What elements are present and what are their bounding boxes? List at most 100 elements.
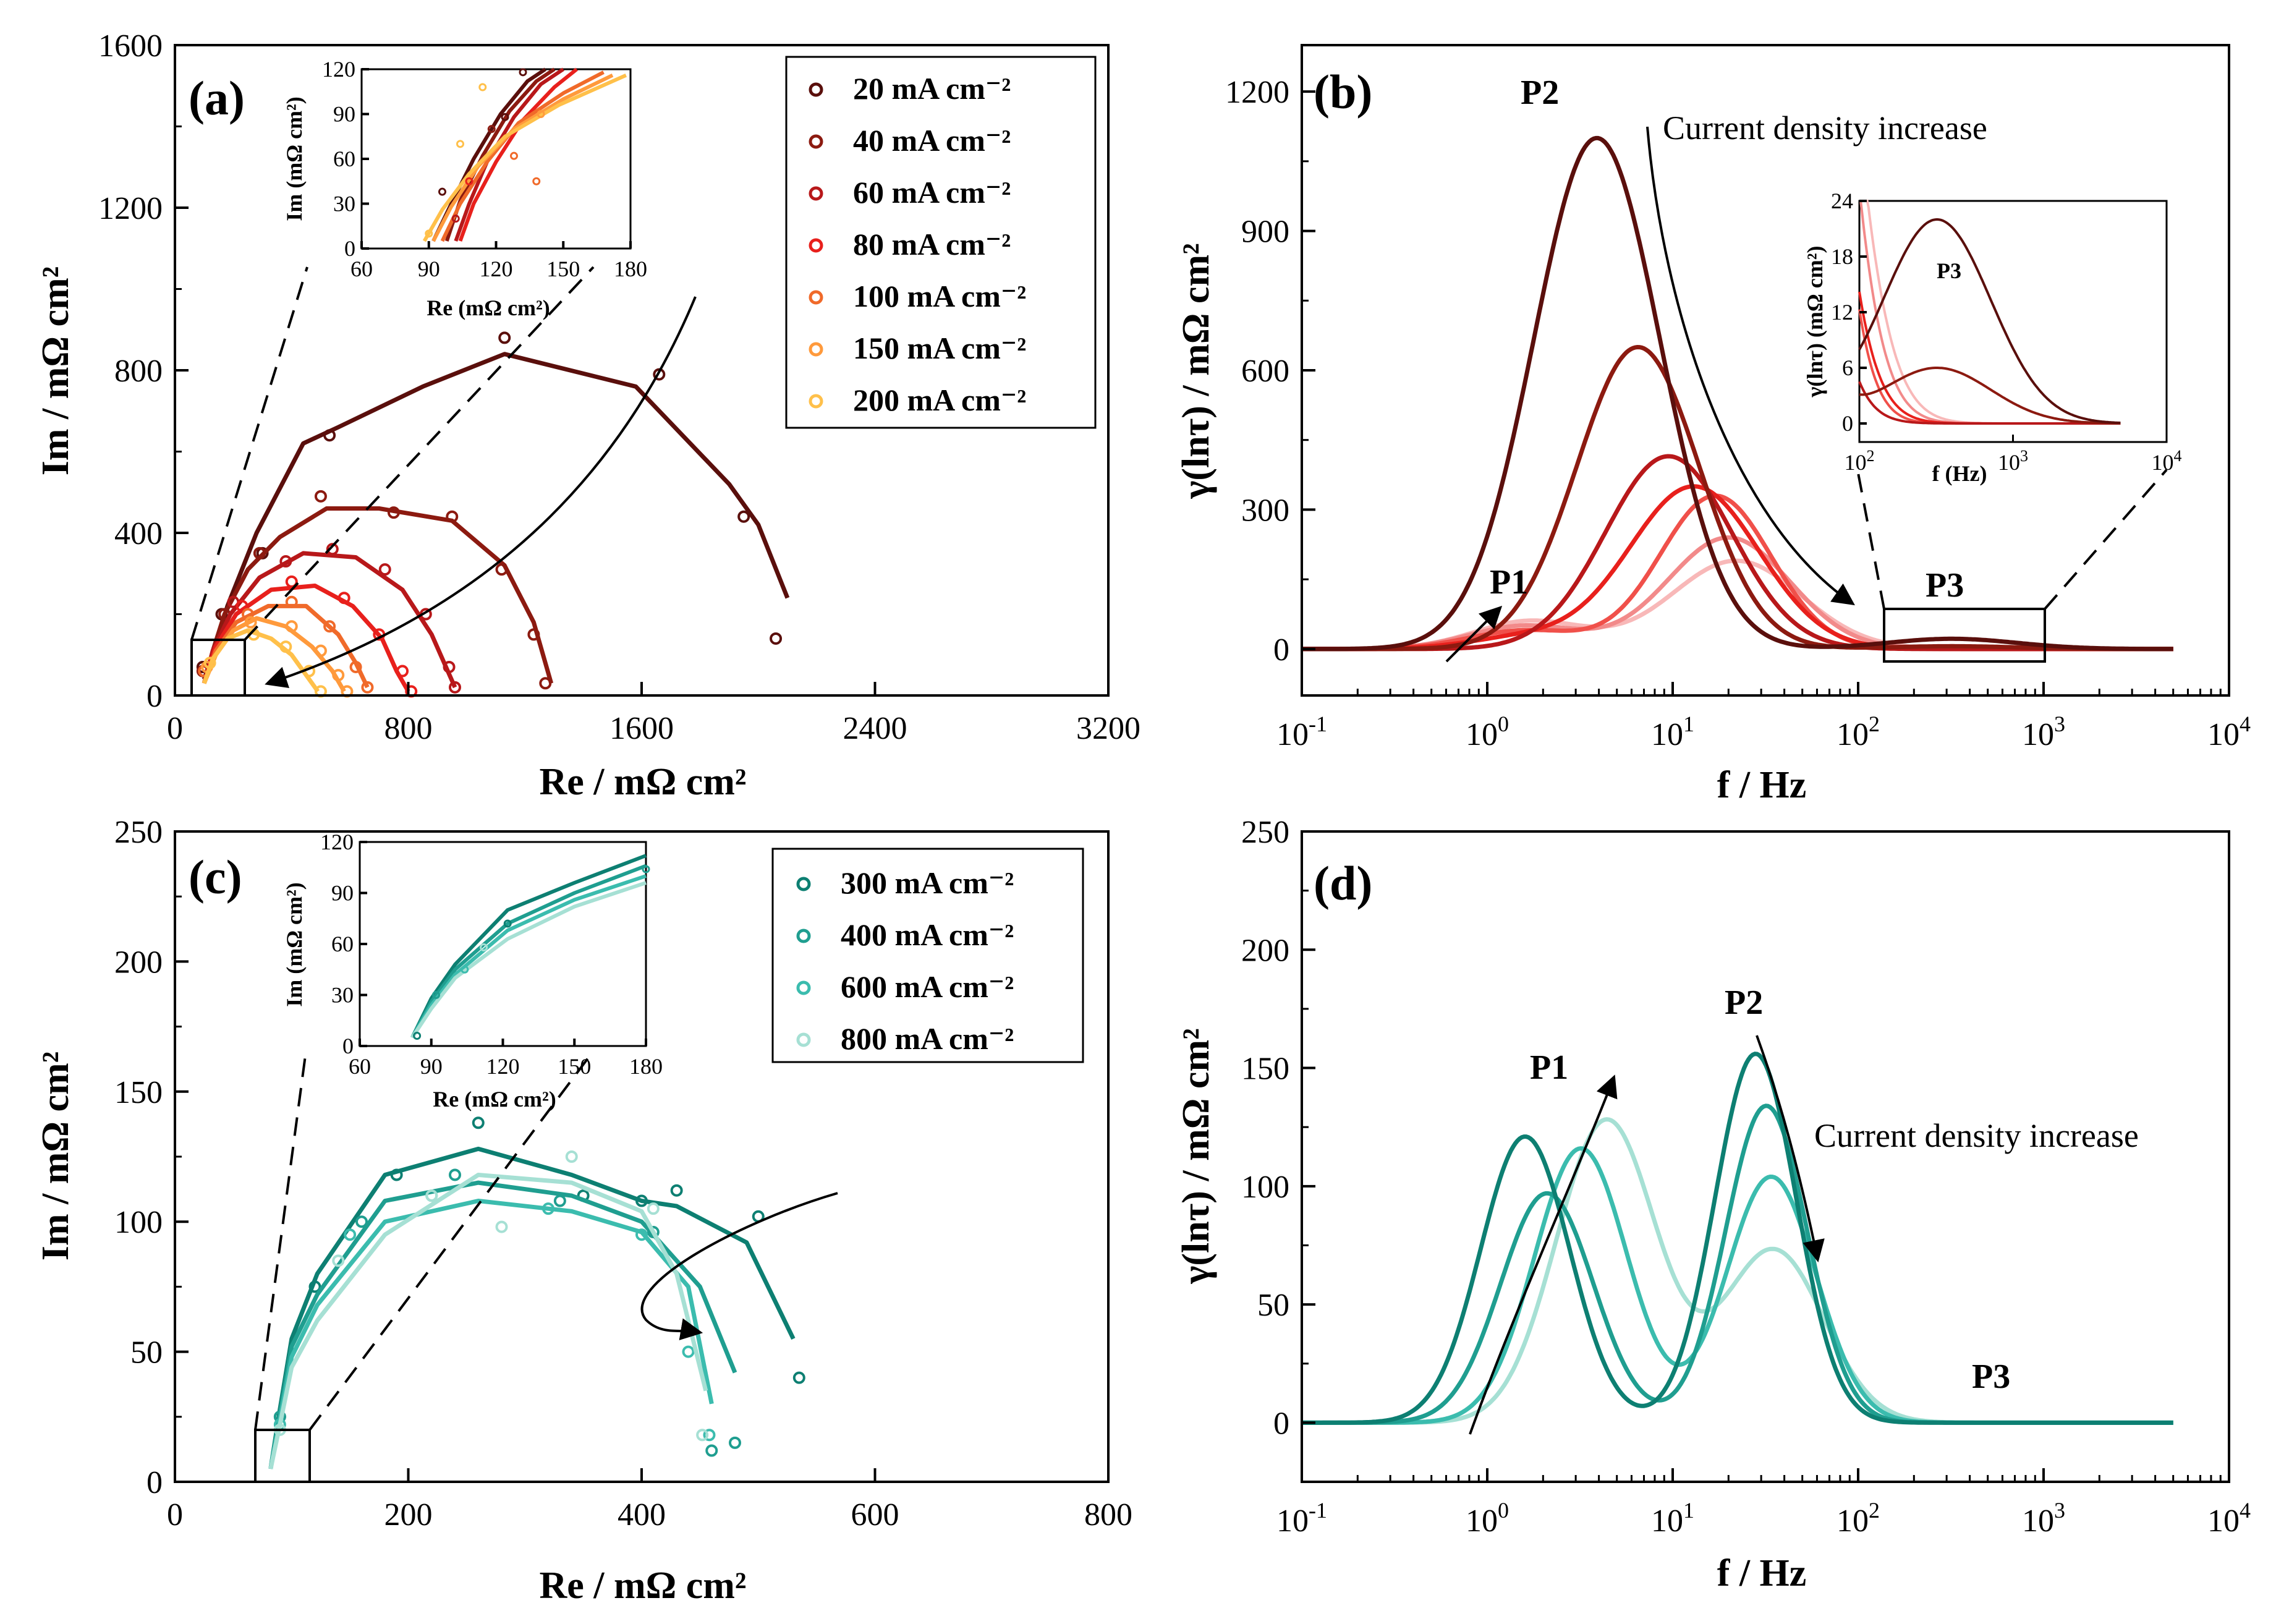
panel-a-y-tick-label: 1600 — [98, 28, 163, 64]
panel-a-y-tick-label: 400 — [114, 516, 163, 551]
panel-b-zoom-line-right — [2044, 469, 2168, 610]
panel-a-y-axis-label: Im / mΩ cm² — [35, 266, 77, 476]
panel-b-inset-x-tick-label: 102 — [1845, 447, 1875, 475]
panel-a-inset-point — [487, 125, 496, 134]
panel-a-series-point — [326, 543, 339, 556]
panel-c-inset-x-tick-label: 120 — [486, 1054, 520, 1079]
panel-d-x-tick-label: 100 — [1466, 1498, 1509, 1539]
panel-a-legend-marker — [809, 82, 823, 97]
panel-b-peak-label-p3: P3 — [1926, 566, 1964, 605]
panel-a-series-point — [396, 665, 409, 678]
panel-a-zoom-box — [190, 639, 246, 697]
panel-a-series-point — [495, 563, 508, 576]
panel-b-inset-y-tick-label: 0 — [1842, 411, 1853, 436]
panel-d-y-axis-label: γ(lnτ) / mΩ cm² — [1175, 1028, 1217, 1284]
panel-c-inset-point — [503, 919, 512, 928]
panel-c-inset: 60 90 120 150 180 0 30 60 90 120 Re (mΩ cm²) Im (… — [282, 830, 663, 1112]
panel-a-content — [196, 331, 790, 698]
panel-b-inset-y-label: γ(lnτ) (mΩ cm²) — [1803, 246, 1827, 398]
panel-b-y-tick-label: 1200 — [1225, 75, 1289, 110]
panel-a-series-point — [203, 657, 216, 670]
panel-d-x-tick-label: 103 — [2022, 1498, 2065, 1539]
panel-c-legend-frame — [771, 848, 1084, 1063]
panel-a-series-point — [770, 632, 783, 645]
panel-a-inset-y-tick-label: 120 — [322, 57, 355, 82]
panel-d-x-tick-label: 104 — [2207, 1498, 2251, 1539]
panel-a-inset-point — [478, 83, 487, 91]
panel-a-inset-point — [438, 187, 446, 196]
panel-a-series-point — [314, 644, 327, 657]
panel-b-inset-peak-label: P3 — [1937, 258, 1961, 283]
panel-c-inset-x-label: Re (mΩ cm²) — [433, 1087, 556, 1112]
panel-a-series-point — [244, 616, 257, 629]
panel-b-inset-curve — [1858, 381, 2121, 425]
panel-a-inset-y-tick-label: 0 — [344, 236, 355, 261]
panel-a-y-tick-label: 0 — [146, 679, 163, 714]
panel-a-inset-content — [422, 67, 627, 242]
panel-c-series-point — [344, 1228, 357, 1241]
panel-a-inset-point — [456, 140, 464, 148]
panel-c-series-line — [268, 1173, 708, 1469]
panel-b-x-tick-label: 102 — [1837, 712, 1880, 752]
panel-a-series-point — [279, 555, 292, 568]
panel-d-y-tick-label: 100 — [1241, 1170, 1289, 1205]
panel-d-axes: 10-1 100 101 102 103 104 0 50 100 150 200 250 — [1241, 815, 2251, 1539]
panel-c-series-line — [268, 1199, 714, 1469]
panel-b-series-curve — [1302, 344, 2173, 652]
panel-c-inset-point — [431, 991, 440, 999]
panel-b-inset-x-label: f (Hz) — [1932, 461, 1987, 486]
panel-d-x-tick-label: 10-1 — [1276, 1498, 1327, 1539]
panel-c-inset-x-tick-label: 90 — [420, 1054, 443, 1079]
panel-c-y-tick-label: 250 — [114, 815, 163, 850]
panel-c-inset-x-tick-label: 60 — [349, 1054, 371, 1079]
panel-c-inset-content — [410, 854, 650, 1040]
panel-b-label: (b) — [1314, 65, 1372, 119]
panel-b-y-tick-label: 900 — [1241, 215, 1289, 250]
panel-b-y-axis-label: γ(lnτ) / mΩ cm² — [1175, 243, 1217, 499]
panel-b-inset-y-tick-label: 6 — [1842, 355, 1853, 380]
panel-a-inset-series-line — [422, 73, 627, 242]
panel-d-series-curve — [1302, 1052, 2173, 1425]
panel-c-inset-y-tick-label: 120 — [320, 830, 354, 854]
panel-c-series-point — [729, 1436, 741, 1449]
panel-a-series-point — [332, 669, 345, 682]
panel-a-series-point — [236, 600, 248, 613]
panel-a-y-tick-label: 1200 — [98, 191, 163, 226]
panel-d-content — [1302, 1052, 2173, 1425]
panel-a-series-point — [323, 620, 336, 633]
panel-c-series-point — [542, 1202, 554, 1215]
panel-c-legend-marker — [796, 980, 811, 995]
panel-c-inset-y-tick-label: 60 — [331, 932, 354, 956]
panel-c-label: (c) — [189, 850, 242, 904]
panel-b-inset-curve — [1858, 218, 2121, 424]
panel-c-series-point — [449, 1168, 461, 1181]
panel-c-series-point — [355, 1215, 368, 1228]
panel-a-series-point — [314, 490, 327, 503]
panel-a-inset: 60 90 120 150 180 0 30 60 90 120 Re (mΩ cm²) Im (… — [282, 57, 647, 320]
panel-a-inset-x-tick-label: 60 — [350, 257, 373, 281]
panel-c-x-tick-label: 200 — [384, 1497, 433, 1533]
panel-c-series-point — [635, 1228, 648, 1241]
panel-c-legend-marker — [796, 877, 811, 891]
panel-b-peak-label-p2: P2 — [1521, 74, 1559, 112]
panel-a-inset-point — [537, 110, 545, 118]
panel-d-p2-arrow — [1756, 1035, 1825, 1263]
panel-a-inset-series-line — [458, 67, 578, 242]
panel-a-legend-label: 200 mA cm⁻² — [853, 383, 1026, 417]
panel-a-inset-x-label: Re (mΩ cm²) — [427, 295, 550, 320]
panel-b-inset-y-tick-label: 18 — [1831, 244, 1853, 269]
panel-d-y-tick-label: 200 — [1241, 933, 1289, 968]
panel-a-legend-label: 80 mA cm⁻² — [853, 227, 1011, 261]
panel-c-legend-marker — [796, 1032, 811, 1047]
panel-a-legend-label: 40 mA cm⁻² — [853, 123, 1011, 158]
panel-a-series-point — [349, 660, 362, 673]
panel-a-x-tick-label: 3200 — [1076, 711, 1140, 746]
panel-c-x-tick-label: 400 — [618, 1497, 666, 1533]
panel-d-x-tick-label: 102 — [1837, 1498, 1880, 1539]
panel-c-series-point — [565, 1150, 578, 1163]
panel-a-inset-y-tick-label: 90 — [333, 102, 355, 127]
panel-a-series-point — [279, 640, 292, 653]
panel-a-legend-frame — [785, 56, 1097, 429]
panel-c-series-point — [425, 1189, 438, 1202]
panel-a-legend-marker — [809, 342, 823, 357]
